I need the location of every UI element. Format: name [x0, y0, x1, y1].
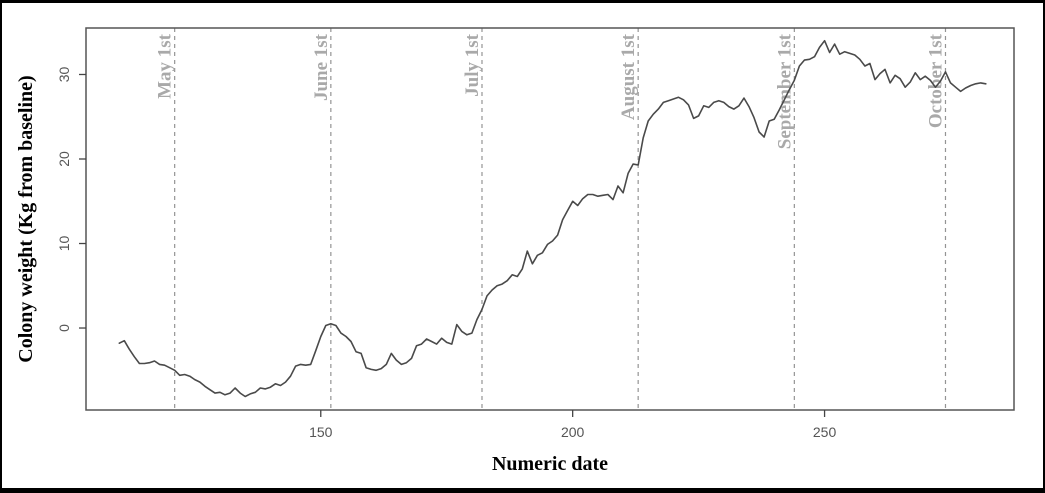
- reference-label-september-1st: September 1st: [774, 33, 795, 149]
- y-tick-label-10: 10: [56, 236, 72, 252]
- plot-box: [85, 27, 1015, 411]
- reference-label-august-1st: August 1st: [618, 33, 639, 120]
- x-tick-label-250: 250: [813, 424, 837, 440]
- chart-svg: May 1st June 1st July 1st August 1st Septemb…: [15, 27, 1015, 475]
- x-tick-label-150: 150: [309, 424, 333, 440]
- y-axis-title: Colony weight (Kg from baseline): [15, 75, 37, 362]
- reference-label-may-1st: May 1st: [155, 33, 176, 99]
- x-tick-label-200: 200: [561, 424, 585, 440]
- y-tick-label-30: 30: [56, 66, 72, 82]
- reference-label-october-1st: October 1st: [925, 33, 946, 128]
- reference-label-june-1st: June 1st: [311, 33, 332, 101]
- y-tick-label-0: 0: [56, 324, 72, 332]
- reference-label-july-1st: July 1st: [462, 33, 483, 96]
- y-tick-label-20: 20: [56, 151, 72, 167]
- series-colony-weight: [118, 39, 987, 398]
- x-axis-title: Numeric date: [492, 453, 608, 475]
